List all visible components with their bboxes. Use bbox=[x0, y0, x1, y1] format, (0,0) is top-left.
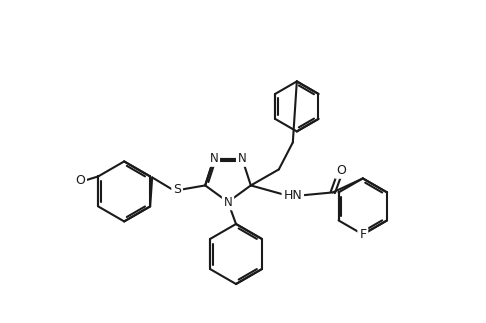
Text: O: O bbox=[75, 174, 85, 187]
Text: S: S bbox=[173, 183, 181, 196]
Text: F: F bbox=[359, 228, 366, 241]
Text: N: N bbox=[209, 152, 218, 165]
Text: N: N bbox=[224, 195, 232, 209]
Text: N: N bbox=[238, 152, 246, 165]
Text: HN: HN bbox=[283, 189, 302, 202]
Text: O: O bbox=[336, 164, 346, 177]
